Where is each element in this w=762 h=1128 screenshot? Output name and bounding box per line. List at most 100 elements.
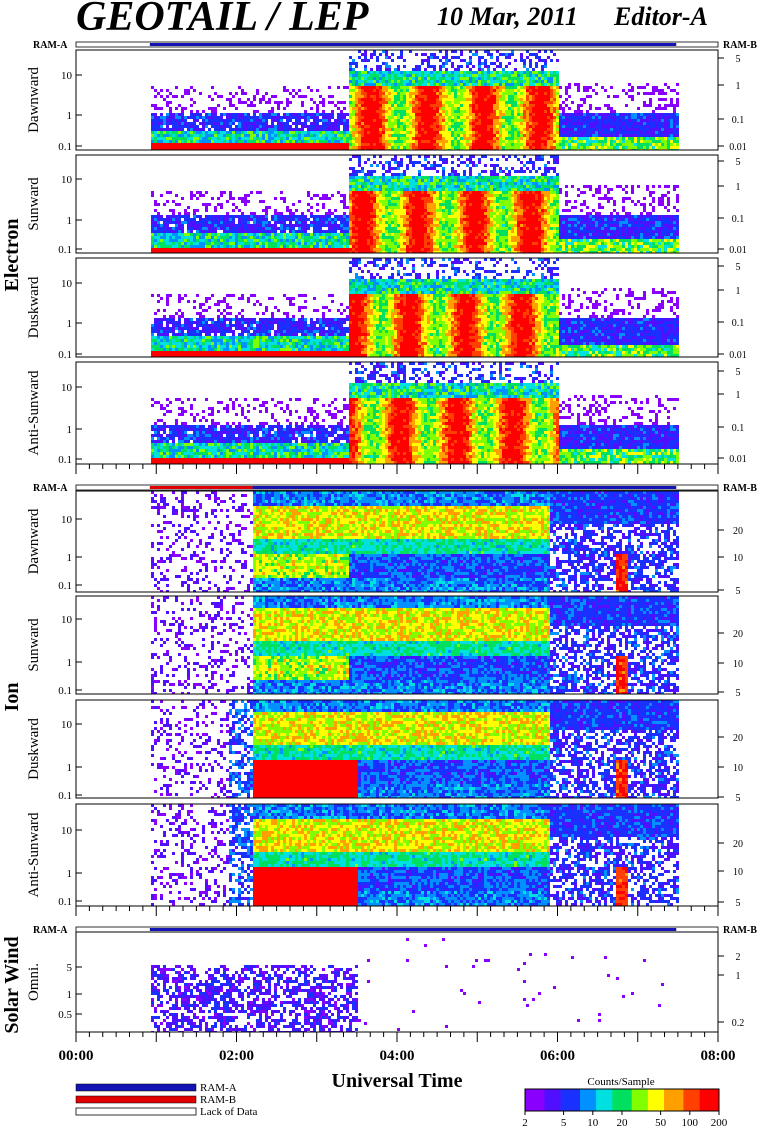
heatmap-cell [304,116,307,119]
heatmap-cell [319,128,322,131]
heatmap-cell [325,116,328,119]
heatmap-cell [172,128,175,131]
heatmap-cell [214,137,217,140]
heatmap-cell [154,140,157,143]
heatmap-cell [304,131,307,134]
heatmap-cell [286,140,289,143]
heatmap-cell [193,143,196,146]
heatmap-cell [277,116,280,119]
heatmap-cell [352,62,355,65]
heatmap-cell [211,137,214,140]
heatmap-cell [154,143,157,146]
heatmap-cell [223,134,226,137]
heatmap-cell [343,140,346,143]
heatmap-cell [271,110,274,113]
heatmap-cell [247,134,250,137]
heatmap-cell [259,137,262,140]
heatmap-cell [292,140,295,143]
heatmap-cell [310,125,313,128]
heatmap-cell [187,134,190,137]
heatmap-cell [316,137,319,140]
heatmap-cell [184,116,187,119]
heatmap-cell [331,116,334,119]
heatmap-cell [253,119,256,122]
heatmap-cell [265,101,268,104]
heatmap-cell [268,143,271,146]
heatmap-cell [223,107,226,110]
heatmap-cell [328,119,331,122]
heatmap-cell [259,98,262,101]
heatmap-cell [310,143,313,146]
heatmap-cell [196,116,199,119]
heatmap-cell [343,86,346,89]
heatmap-cell [280,125,283,128]
heatmap-cell [322,113,325,116]
heatmap-cell [292,116,295,119]
heatmap-cell [214,125,217,128]
heatmap-cell [295,128,298,131]
heatmap-cell [196,125,199,128]
heatmap-cell [286,113,289,116]
heatmap-cell [202,143,205,146]
heatmap-cell [181,146,184,149]
heatmap-cell [169,113,172,116]
heatmap-cell [298,119,301,122]
heatmap-cell [262,128,265,131]
heatmap-cell [244,128,247,131]
heatmap-cell [292,137,295,140]
heatmap-cell [238,116,241,119]
heatmap-cell [301,140,304,143]
heatmap-cell [316,146,319,149]
heatmap-cell [280,146,283,149]
heatmap-cell [199,92,202,95]
heatmap-cell [241,131,244,134]
heatmap-cell [235,113,238,116]
heatmap-cell [310,116,313,119]
heatmap-cell [262,140,265,143]
heatmap-cell [199,146,202,149]
heatmap-cell [277,143,280,146]
heatmap-cell [199,113,202,116]
heatmap-cell [178,131,181,134]
heatmap-cell [250,134,253,137]
heatmap-cell [163,116,166,119]
heatmap-cell [232,137,235,140]
heatmap-cell [352,68,355,71]
heatmap-cell [265,128,268,131]
heatmap-cell [193,128,196,131]
heatmap-cell [202,137,205,140]
heatmap-cell [349,80,352,83]
heatmap-cell [316,122,319,125]
heatmap-cell [337,125,340,128]
heatmap-cell [322,98,325,101]
heatmap-cell [319,95,322,98]
instrument-title: GEOTAIL / LEP [76,0,369,40]
heatmap-cell [304,134,307,137]
heatmap-cell [241,92,244,95]
heatmap-cell [322,122,325,125]
heatmap-cell [151,104,154,107]
heatmap-cell [166,89,169,92]
heatmap-cell [343,113,346,116]
heatmap-cell [160,146,163,149]
heatmap-cell [220,146,223,149]
heatmap-cell [295,113,298,116]
heatmap-cell [181,140,184,143]
heatmap-cell [253,122,256,125]
heatmap-cell [319,134,322,137]
heatmap-cell [211,107,214,110]
heatmap-cell [223,143,226,146]
heatmap-cell [238,125,241,128]
heatmap-cell [349,101,352,104]
heatmap-cell [226,113,229,116]
heatmap-cell [271,140,274,143]
heatmap-cell [217,122,220,125]
heatmap-cell [223,140,226,143]
heatmap-cell [337,116,340,119]
heatmap-cell [322,125,325,128]
heatmap-cell [346,86,349,89]
heatmap-cell [244,131,247,134]
heatmap-cell [322,128,325,131]
heatmap-cell [229,116,232,119]
heatmap-cell [283,143,286,146]
